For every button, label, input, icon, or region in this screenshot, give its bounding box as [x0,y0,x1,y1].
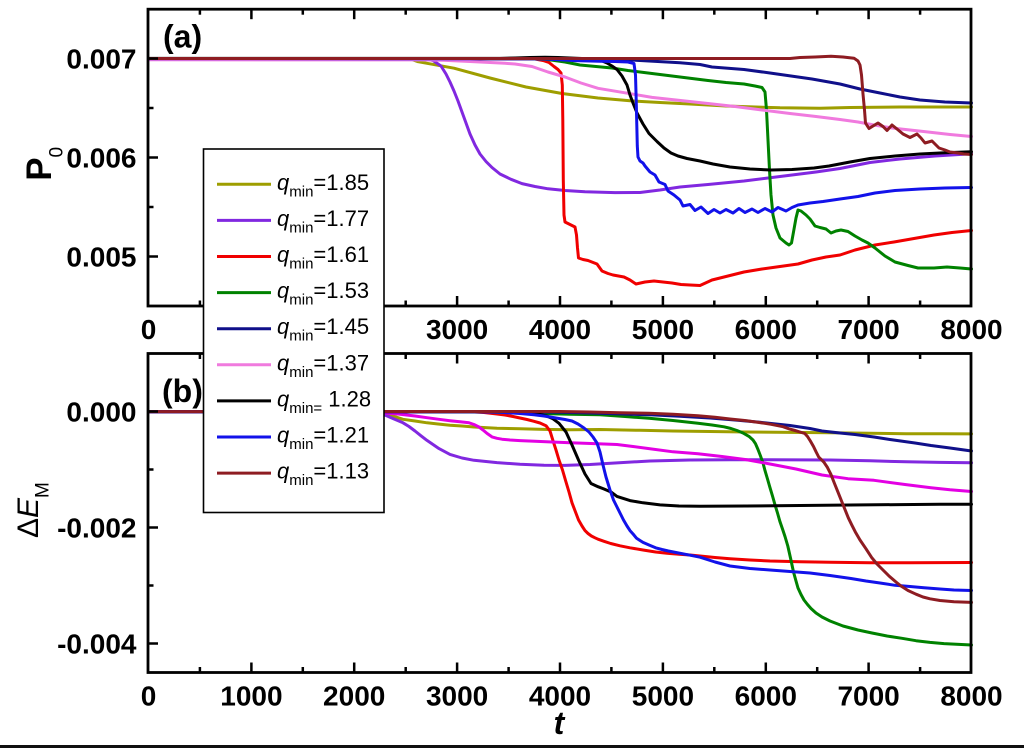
svg-text:(a): (a) [163,19,202,55]
svg-text:-0.004: -0.004 [57,629,137,660]
svg-text:4000: 4000 [529,681,591,712]
svg-text:qmin=1.85: qmin=1.85 [277,170,369,201]
svg-text:2000: 2000 [323,681,385,712]
svg-text:0: 0 [141,314,157,345]
svg-text:0.006: 0.006 [66,143,136,174]
svg-text:qmin=1.13: qmin=1.13 [277,459,369,490]
svg-text:6000: 6000 [735,314,797,345]
svg-text:4000: 4000 [529,314,591,345]
svg-text:qmin=1.21: qmin=1.21 [277,423,369,454]
svg-text:t: t [554,705,566,741]
svg-text:5000: 5000 [632,314,694,345]
svg-text:8000: 8000 [940,681,1002,712]
svg-text:qmin=1.61: qmin=1.61 [277,242,369,273]
svg-text:qmin= 1.28: qmin= 1.28 [277,386,371,417]
svg-text:0.007: 0.007 [66,44,136,75]
svg-text:7000: 7000 [837,681,899,712]
svg-text:3000: 3000 [426,681,488,712]
svg-text:7000: 7000 [837,314,899,345]
svg-text:0.000: 0.000 [66,397,136,428]
svg-text:qmin=1.37: qmin=1.37 [277,350,369,381]
svg-text:(b): (b) [162,373,203,409]
svg-text:qmin=1.45: qmin=1.45 [277,314,369,345]
svg-text:-0.002: -0.002 [57,513,136,544]
svg-text:8000: 8000 [940,314,1002,345]
svg-text:1000: 1000 [220,681,282,712]
svg-text:qmin=1.53: qmin=1.53 [277,278,369,309]
svg-text:5000: 5000 [632,681,694,712]
svg-text:qmin=1.77: qmin=1.77 [277,206,369,237]
svg-text:3000: 3000 [426,314,488,345]
svg-text:6000: 6000 [735,681,797,712]
svg-text:0.005: 0.005 [66,242,136,273]
svg-text:0: 0 [141,681,157,712]
